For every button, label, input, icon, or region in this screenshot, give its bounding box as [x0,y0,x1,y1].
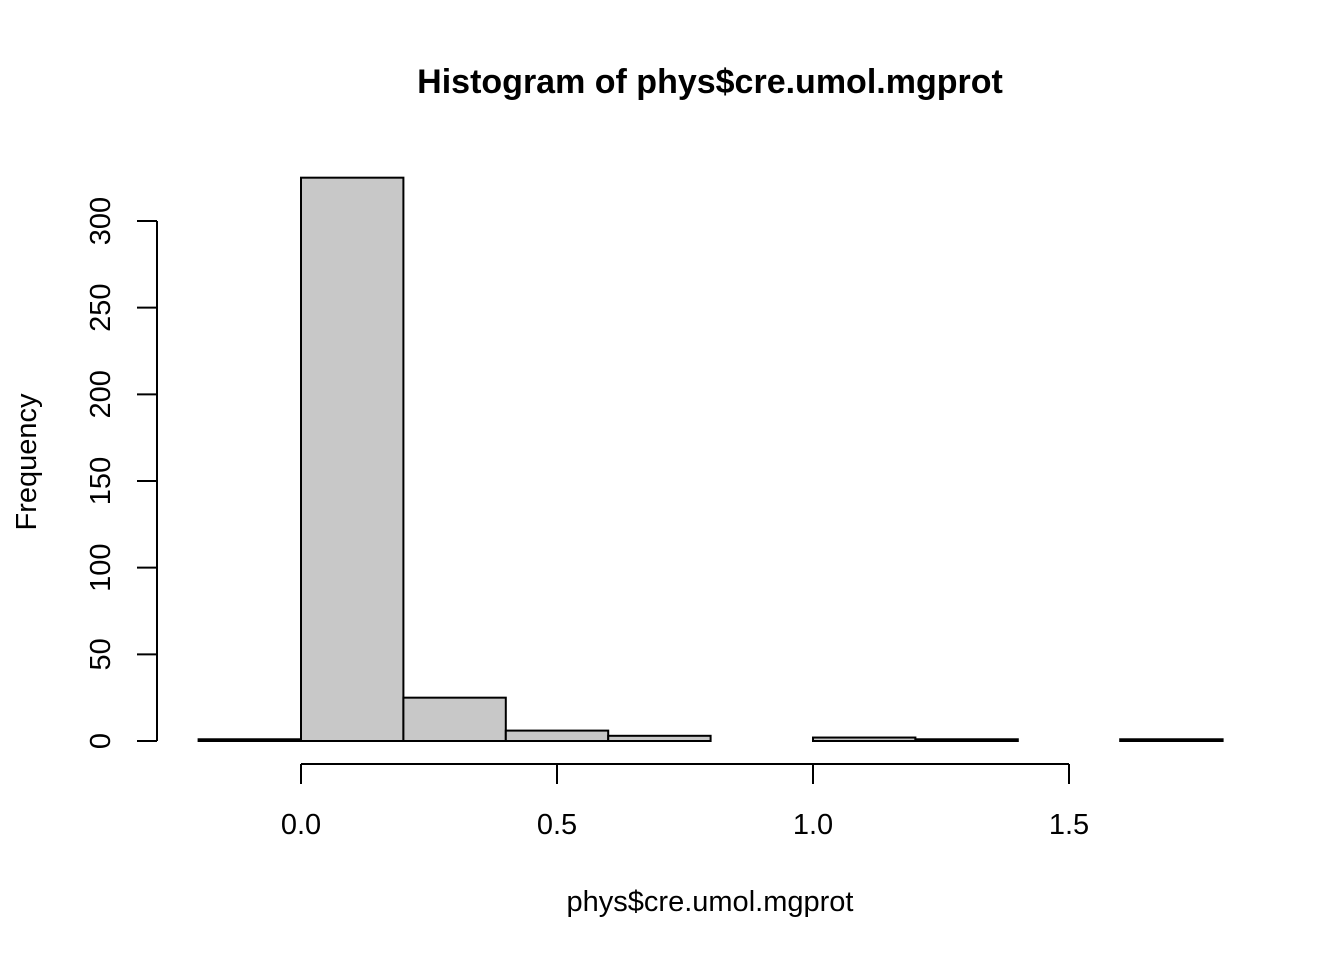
x-axis-label: phys$cre.umol.mgprot [567,886,854,918]
histogram-bar [402,696,507,742]
x-tick-label: 0.5 [537,809,577,841]
histogram-bar [607,734,712,743]
x-tick-label: 0.0 [281,809,321,841]
y-tick-label: 200 [85,370,117,418]
y-axis-label: Frequency [11,393,43,531]
y-tick-label: 150 [85,457,117,505]
y-tick-label: 0 [85,733,117,749]
histogram-bar [300,176,405,743]
x-tick-label: 1.0 [793,809,833,841]
histogram-bar [1119,738,1224,743]
y-tick-label: 100 [85,543,117,591]
y-tick-label: 50 [85,638,117,670]
x-axis: 0.0 0.5 1.0 1.5 [281,763,1089,841]
x-tick-label: 1.5 [1049,809,1089,841]
histogram-bar [197,738,303,743]
histogram-bar [504,729,610,743]
chart-title: Histogram of phys$cre.umol.mgprot [417,63,1003,101]
histogram-bar [914,738,1019,743]
y-tick-label: 300 [85,197,117,245]
bars-group [197,176,1224,743]
y-tick-label: 250 [85,283,117,331]
histogram-bar [812,736,917,742]
y-axis: 0 50 100 150 200 250 300 [85,197,158,749]
